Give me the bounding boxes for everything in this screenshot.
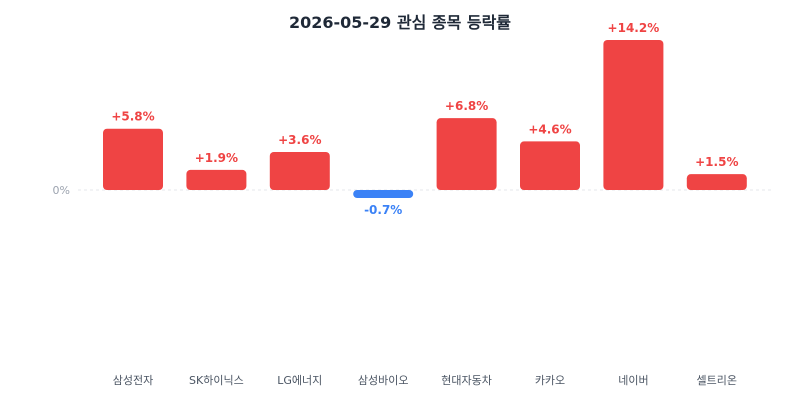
bar-3[interactable] bbox=[353, 190, 414, 198]
category-label-7: 셀트리온 bbox=[697, 374, 737, 387]
labels-group: +5.8% 삼성전자 +1.9% SK하이닉스 +3.6% LG에너지 -0.7% 삼성바이오… bbox=[111, 21, 738, 387]
bar-4[interactable] bbox=[436, 118, 497, 190]
category-label-4: 현대자동차 bbox=[441, 374, 492, 387]
category-label-2: LG에너지 bbox=[277, 374, 322, 387]
bar-0[interactable] bbox=[103, 128, 163, 190]
chart-title: 2026-05-29 관심 종목 등락률 bbox=[289, 13, 511, 32]
zero-axis-label: 0% bbox=[53, 184, 70, 197]
category-label-0: 삼성전자 bbox=[113, 374, 153, 387]
bar-5[interactable] bbox=[520, 141, 580, 190]
value-label-5: +4.6% bbox=[528, 122, 571, 136]
category-label-5: 카카오 bbox=[535, 374, 565, 387]
bar-6[interactable] bbox=[603, 40, 664, 190]
category-label-1: SK하이닉스 bbox=[189, 373, 244, 387]
bar-7[interactable] bbox=[686, 174, 747, 190]
value-label-1: +1.9% bbox=[195, 151, 238, 165]
category-label-3: 삼성바이오 bbox=[358, 374, 409, 387]
value-label-0: +5.8% bbox=[111, 110, 154, 124]
value-label-2: +3.6% bbox=[278, 133, 321, 147]
value-label-7: +1.5% bbox=[695, 155, 738, 169]
category-label-6: 네이버 bbox=[618, 374, 648, 387]
value-label-6: +14.2% bbox=[608, 21, 660, 35]
value-label-3: -0.7% bbox=[364, 203, 402, 217]
bars-group bbox=[103, 40, 747, 198]
value-label-4: +6.8% bbox=[445, 99, 488, 113]
bar-2[interactable] bbox=[269, 151, 330, 190]
bar-1[interactable] bbox=[186, 169, 247, 190]
